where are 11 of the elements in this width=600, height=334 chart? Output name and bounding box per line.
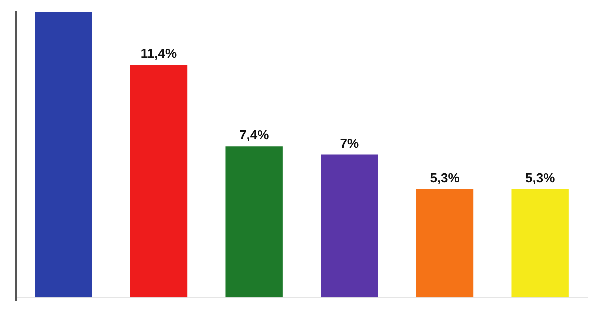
bar bbox=[512, 189, 569, 298]
data-label: 7,4% bbox=[240, 128, 270, 143]
bar bbox=[416, 189, 474, 298]
bar bbox=[130, 65, 188, 298]
bar bbox=[226, 146, 283, 298]
data-label: 7% bbox=[340, 136, 360, 151]
data-label: 5,3% bbox=[526, 170, 556, 186]
bar bbox=[35, 12, 92, 298]
data-label: 11,4% bbox=[140, 46, 178, 62]
bar bbox=[321, 154, 378, 298]
data-label: 5,3% bbox=[430, 170, 460, 186]
